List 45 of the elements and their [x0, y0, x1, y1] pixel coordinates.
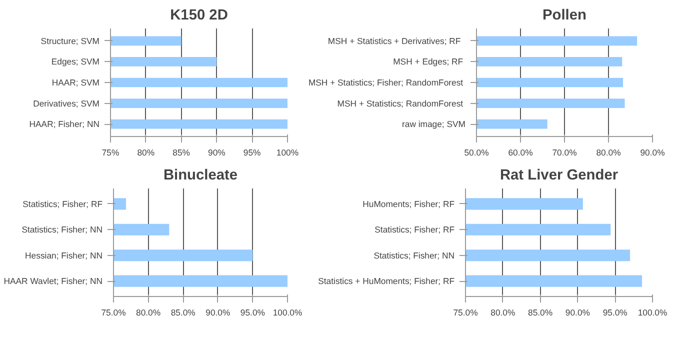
- y-tick-label: Hessian; Fisher; NN: [25, 250, 103, 260]
- y-tick-label: raw image; SVM: [402, 119, 466, 130]
- y-tick-label: MSH + Edges; RF: [393, 56, 464, 67]
- x-tick-label: 80%: [137, 148, 155, 158]
- x-tick-label: 100.0%: [638, 308, 668, 318]
- x-tick-label: 80.0%: [490, 308, 516, 318]
- y-tick-label: Statistics; Fisher; RF: [374, 224, 454, 235]
- x-tick-label: 95%: [243, 148, 262, 158]
- x-tick-label: 75.0%: [453, 308, 478, 318]
- y-tick-label: HAAR Wavlet; Fisher; NN: [4, 276, 103, 286]
- y-tick-label: MSH + Statistics + Derivatives; RF: [328, 36, 461, 46]
- y-tick-label: Derivatives; SVM: [33, 98, 100, 108]
- x-tick-label: 90.0%: [640, 148, 666, 158]
- y-tick-label: HAAR; Fisher; NN: [29, 119, 100, 130]
- y-tick-label: HuMoments; Fisher; RF: [362, 198, 455, 209]
- y-tick-label: Structure; SVM: [40, 36, 100, 46]
- x-tick-label: 90.0%: [206, 308, 230, 318]
- chart-title: Rat Liver Gender: [500, 168, 618, 184]
- y-tick-label: Statistics; Fisher; NN: [374, 250, 455, 260]
- y-tick-label: Statistics + HuMoments; Fisher; RF: [318, 276, 455, 286]
- y-tick-label: MSH + Statistics; RandomForest: [337, 98, 464, 108]
- y-tick-label: MSH + Statistics; Fisher; RandomForest: [308, 78, 464, 88]
- y-tick-label: HAAR; SVM: [52, 78, 100, 88]
- x-tick-label: 100%: [276, 148, 299, 158]
- x-tick-label: 50.0%: [464, 148, 490, 158]
- x-tick-label: 80.0%: [596, 148, 622, 158]
- x-tick-label: 70.0%: [552, 148, 578, 158]
- x-tick-label: 90%: [208, 148, 226, 158]
- x-tick-label: 80.0%: [136, 308, 161, 318]
- x-tick-label: 85%: [172, 148, 190, 158]
- x-tick-label: 75.0%: [101, 308, 126, 318]
- y-tick-label: Edges; SVM: [51, 56, 100, 67]
- x-tick-label: 75%: [102, 148, 120, 158]
- x-tick-label: 85.0%: [170, 308, 196, 318]
- x-tick-label: 60.0%: [508, 148, 534, 158]
- y-tick-label: Statistics; Fisher; RF: [22, 198, 102, 209]
- chart-title: K150 2D: [170, 8, 228, 24]
- chart-title: Binucleate: [163, 168, 238, 184]
- y-tick-label: Statistics; Fisher; NN: [22, 224, 103, 235]
- x-tick-label: 95.0%: [240, 308, 266, 318]
- x-tick-label: 90.0%: [565, 308, 590, 318]
- x-tick-label: 85.0%: [528, 308, 553, 318]
- chart-title: Pollen: [542, 8, 587, 24]
- x-tick-label: 100.0%: [272, 308, 302, 318]
- x-tick-label: 95.0%: [602, 308, 628, 318]
